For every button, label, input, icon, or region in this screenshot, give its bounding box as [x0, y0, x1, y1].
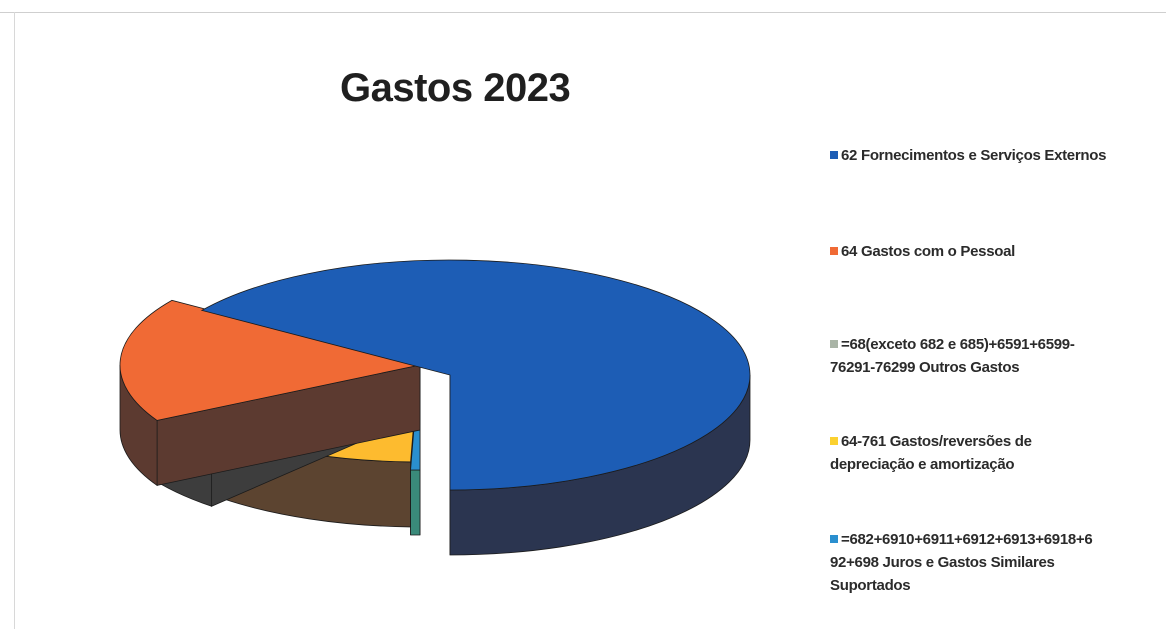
legend-item-2: =68(exceto 682 e 685)+6591+6599- 76291-76… — [830, 333, 1160, 379]
legend-item-1: 64 Gastos com o Pessoal — [830, 240, 1160, 263]
legend-item-0: 62 Fornecimentos e Serviços Externos — [830, 144, 1160, 167]
legend-label-line: Suportados — [830, 577, 911, 594]
legend-label-line: 62 Fornecimentos e Serviços Externos — [830, 144, 1160, 167]
pie-slice-0 — [200, 259, 751, 491]
legend-label-line: =682+6910+6911+6912+6913+6918+6 — [830, 528, 1160, 551]
pie-slice-1 — [119, 299, 421, 421]
legend-item-3: 64-761 Gastos/reversões de depreciação e … — [830, 430, 1160, 476]
legend-label-line: 76291-76299 Outros Gastos — [830, 359, 1020, 376]
legend-label-line: depreciação e amortização — [830, 456, 1015, 473]
legend-swatch-2 — [830, 340, 838, 348]
chart-title: Gastos 2023 — [340, 66, 571, 110]
legend-swatch-1 — [830, 247, 838, 255]
legend-label-line: 92+698 Juros e Gastos Similares — [830, 554, 1055, 571]
chart-frame-top-border — [0, 12, 1166, 13]
legend-swatch-4 — [830, 535, 838, 543]
chart-frame-left-border — [14, 12, 15, 629]
legend-item-4: =682+6910+6911+6912+6913+6918+6 92+698 Ju… — [830, 528, 1160, 597]
legend-label-line: 64 Gastos com o Pessoal — [830, 240, 1160, 263]
legend-label-line: =68(exceto 682 e 685)+6591+6599- — [830, 333, 1160, 356]
pie-chart — [119, 259, 751, 556]
legend-swatch-0 — [830, 151, 838, 159]
pie-slice-side-4 — [410, 469, 421, 536]
legend-label-line: 64-761 Gastos/reversões de — [830, 430, 1160, 453]
legend-swatch-3 — [830, 437, 838, 445]
